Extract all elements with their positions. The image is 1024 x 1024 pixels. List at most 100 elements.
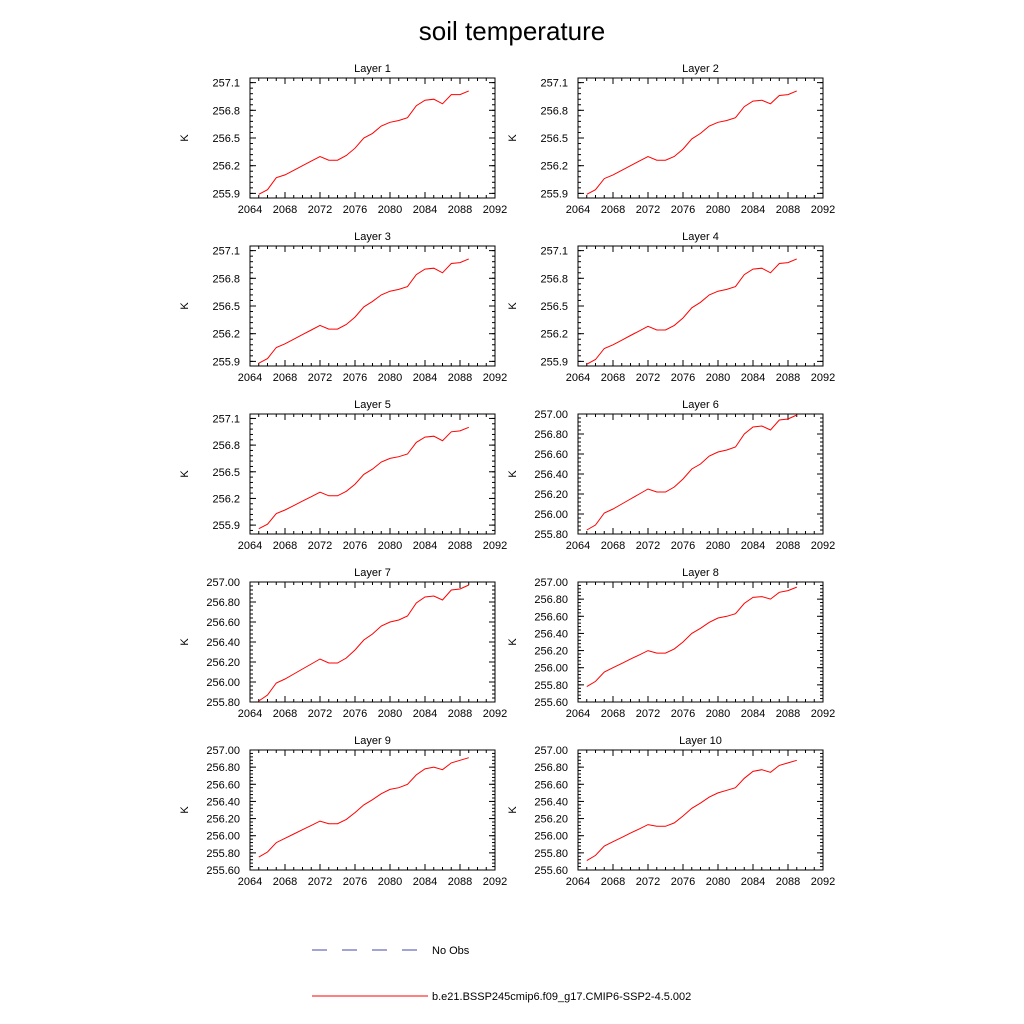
y-tick-label: 256.40 xyxy=(206,637,240,649)
y-axis-label: K xyxy=(507,302,519,310)
series-line xyxy=(258,258,469,364)
y-tick-label: 255.9 xyxy=(212,188,240,200)
x-tick-label: 2072 xyxy=(308,540,332,552)
series-line xyxy=(258,426,469,530)
x-tick-label: 2076 xyxy=(343,540,367,552)
plot-frame xyxy=(577,413,824,535)
panel-title: Layer 3 xyxy=(354,231,391,243)
x-tick-label: 2084 xyxy=(413,540,437,552)
x-tick-label: 2084 xyxy=(413,708,437,720)
series-line xyxy=(258,90,469,195)
panel-title: Layer 6 xyxy=(682,399,719,411)
panel-title: Layer 5 xyxy=(354,399,391,411)
y-tick-label: 257.00 xyxy=(534,577,568,589)
series-line xyxy=(586,414,798,531)
x-tick-label: 2068 xyxy=(273,540,297,552)
y-tick-label: 256.20 xyxy=(534,489,568,501)
legend: No Obs b.e21.BSSP245cmip6.f09_g17.CMIP6-… xyxy=(312,945,691,1003)
x-tick-label: 2084 xyxy=(741,708,765,720)
series-line xyxy=(586,586,797,688)
y-tick-label: 256.8 xyxy=(540,105,568,117)
plot-frame xyxy=(249,749,496,871)
x-tick-label: 2076 xyxy=(343,876,367,888)
x-tick-label: 2088 xyxy=(776,708,800,720)
x-tick-label: 2088 xyxy=(776,204,800,216)
x-tick-label: 2084 xyxy=(741,204,765,216)
x-tick-label: 2064 xyxy=(238,372,262,384)
panel-title: Layer 8 xyxy=(682,567,719,579)
x-tick-label: 2064 xyxy=(566,372,590,384)
x-tick-label: 2064 xyxy=(238,540,262,552)
y-tick-label: 255.60 xyxy=(534,865,568,877)
x-tick-label: 2076 xyxy=(343,372,367,384)
x-tick-label: 2076 xyxy=(671,540,695,552)
y-tick-label: 256.40 xyxy=(206,796,240,808)
x-tick-label: 2072 xyxy=(636,540,660,552)
x-tick-label: 2072 xyxy=(636,708,660,720)
y-tick-label: 257.1 xyxy=(212,78,240,90)
y-axis-label: K xyxy=(179,134,191,142)
x-tick-label: 2088 xyxy=(448,708,472,720)
y-axis-label: K xyxy=(507,134,519,142)
x-tick-label: 2076 xyxy=(671,204,695,216)
y-tick-label: 256.00 xyxy=(534,509,568,521)
x-tick-label: 2088 xyxy=(448,372,472,384)
y-tick-label: 256.5 xyxy=(212,467,240,479)
y-tick-label: 256.8 xyxy=(540,273,568,285)
x-tick-label: 2076 xyxy=(671,876,695,888)
y-tick-label: 257.1 xyxy=(212,246,240,258)
x-tick-label: 2072 xyxy=(636,372,660,384)
legend-obs-label: No Obs xyxy=(432,945,470,957)
y-axis-label: K xyxy=(179,806,191,814)
x-tick-label: 2072 xyxy=(308,204,332,216)
y-tick-label: 256.80 xyxy=(534,594,568,606)
y-tick-label: 256.80 xyxy=(206,597,240,609)
panel-title: Layer 2 xyxy=(682,63,719,75)
y-tick-label: 256.2 xyxy=(540,161,568,173)
y-axis-label: K xyxy=(179,470,191,478)
y-tick-label: 255.80 xyxy=(206,697,240,709)
y-tick-label: 256.8 xyxy=(212,273,240,285)
series-line xyxy=(586,258,797,365)
panel-layer-3: Layer 3 2064 2068 2072 2076 2080 2084 2088 2092 2… xyxy=(179,231,507,384)
x-tick-label: 2076 xyxy=(671,372,695,384)
x-tick-label: 2080 xyxy=(706,540,730,552)
x-tick-label: 2076 xyxy=(343,708,367,720)
y-tick-label: 256.20 xyxy=(534,814,568,826)
x-tick-label: 2068 xyxy=(273,372,297,384)
x-tick-label: 2080 xyxy=(378,204,402,216)
x-tick-label: 2068 xyxy=(601,204,625,216)
x-tick-label: 2092 xyxy=(483,540,507,552)
x-tick-label: 2072 xyxy=(308,708,332,720)
plot-frame xyxy=(249,581,496,703)
x-tick-label: 2064 xyxy=(238,876,262,888)
x-tick-label: 2092 xyxy=(483,372,507,384)
y-tick-label: 256.40 xyxy=(534,469,568,481)
x-tick-label: 2076 xyxy=(671,708,695,720)
y-tick-label: 255.80 xyxy=(206,848,240,860)
x-tick-label: 2072 xyxy=(308,372,332,384)
x-tick-label: 2076 xyxy=(343,204,367,216)
x-tick-label: 2064 xyxy=(566,540,590,552)
panel-title: Layer 9 xyxy=(354,735,391,747)
x-tick-label: 2088 xyxy=(448,204,472,216)
series-line xyxy=(258,757,469,858)
x-tick-label: 2080 xyxy=(706,372,730,384)
panel-grid: Layer 1 2064 2068 2072 2076 2080 2084 2088 2092 2… xyxy=(179,63,835,888)
x-tick-label: 2084 xyxy=(413,204,437,216)
y-tick-label: 256.5 xyxy=(540,301,568,313)
x-tick-label: 2068 xyxy=(601,540,625,552)
y-tick-label: 256.60 xyxy=(206,617,240,629)
y-tick-label: 256.00 xyxy=(534,831,568,843)
panel-layer-2: Layer 2 2064 2068 2072 2076 2080 2084 2088 2092 2… xyxy=(507,63,835,216)
x-tick-label: 2088 xyxy=(776,372,800,384)
x-tick-label: 2084 xyxy=(741,540,765,552)
panel-layer-5: Layer 5 2064 2068 2072 2076 2080 2084 2088 2092 2… xyxy=(179,399,507,552)
x-tick-label: 2092 xyxy=(811,372,835,384)
figure-title: soil temperature xyxy=(419,16,605,46)
x-tick-label: 2088 xyxy=(448,540,472,552)
y-tick-label: 256.20 xyxy=(206,657,240,669)
y-tick-label: 257.1 xyxy=(540,78,568,90)
y-tick-label: 256.2 xyxy=(540,329,568,341)
x-tick-label: 2080 xyxy=(378,372,402,384)
